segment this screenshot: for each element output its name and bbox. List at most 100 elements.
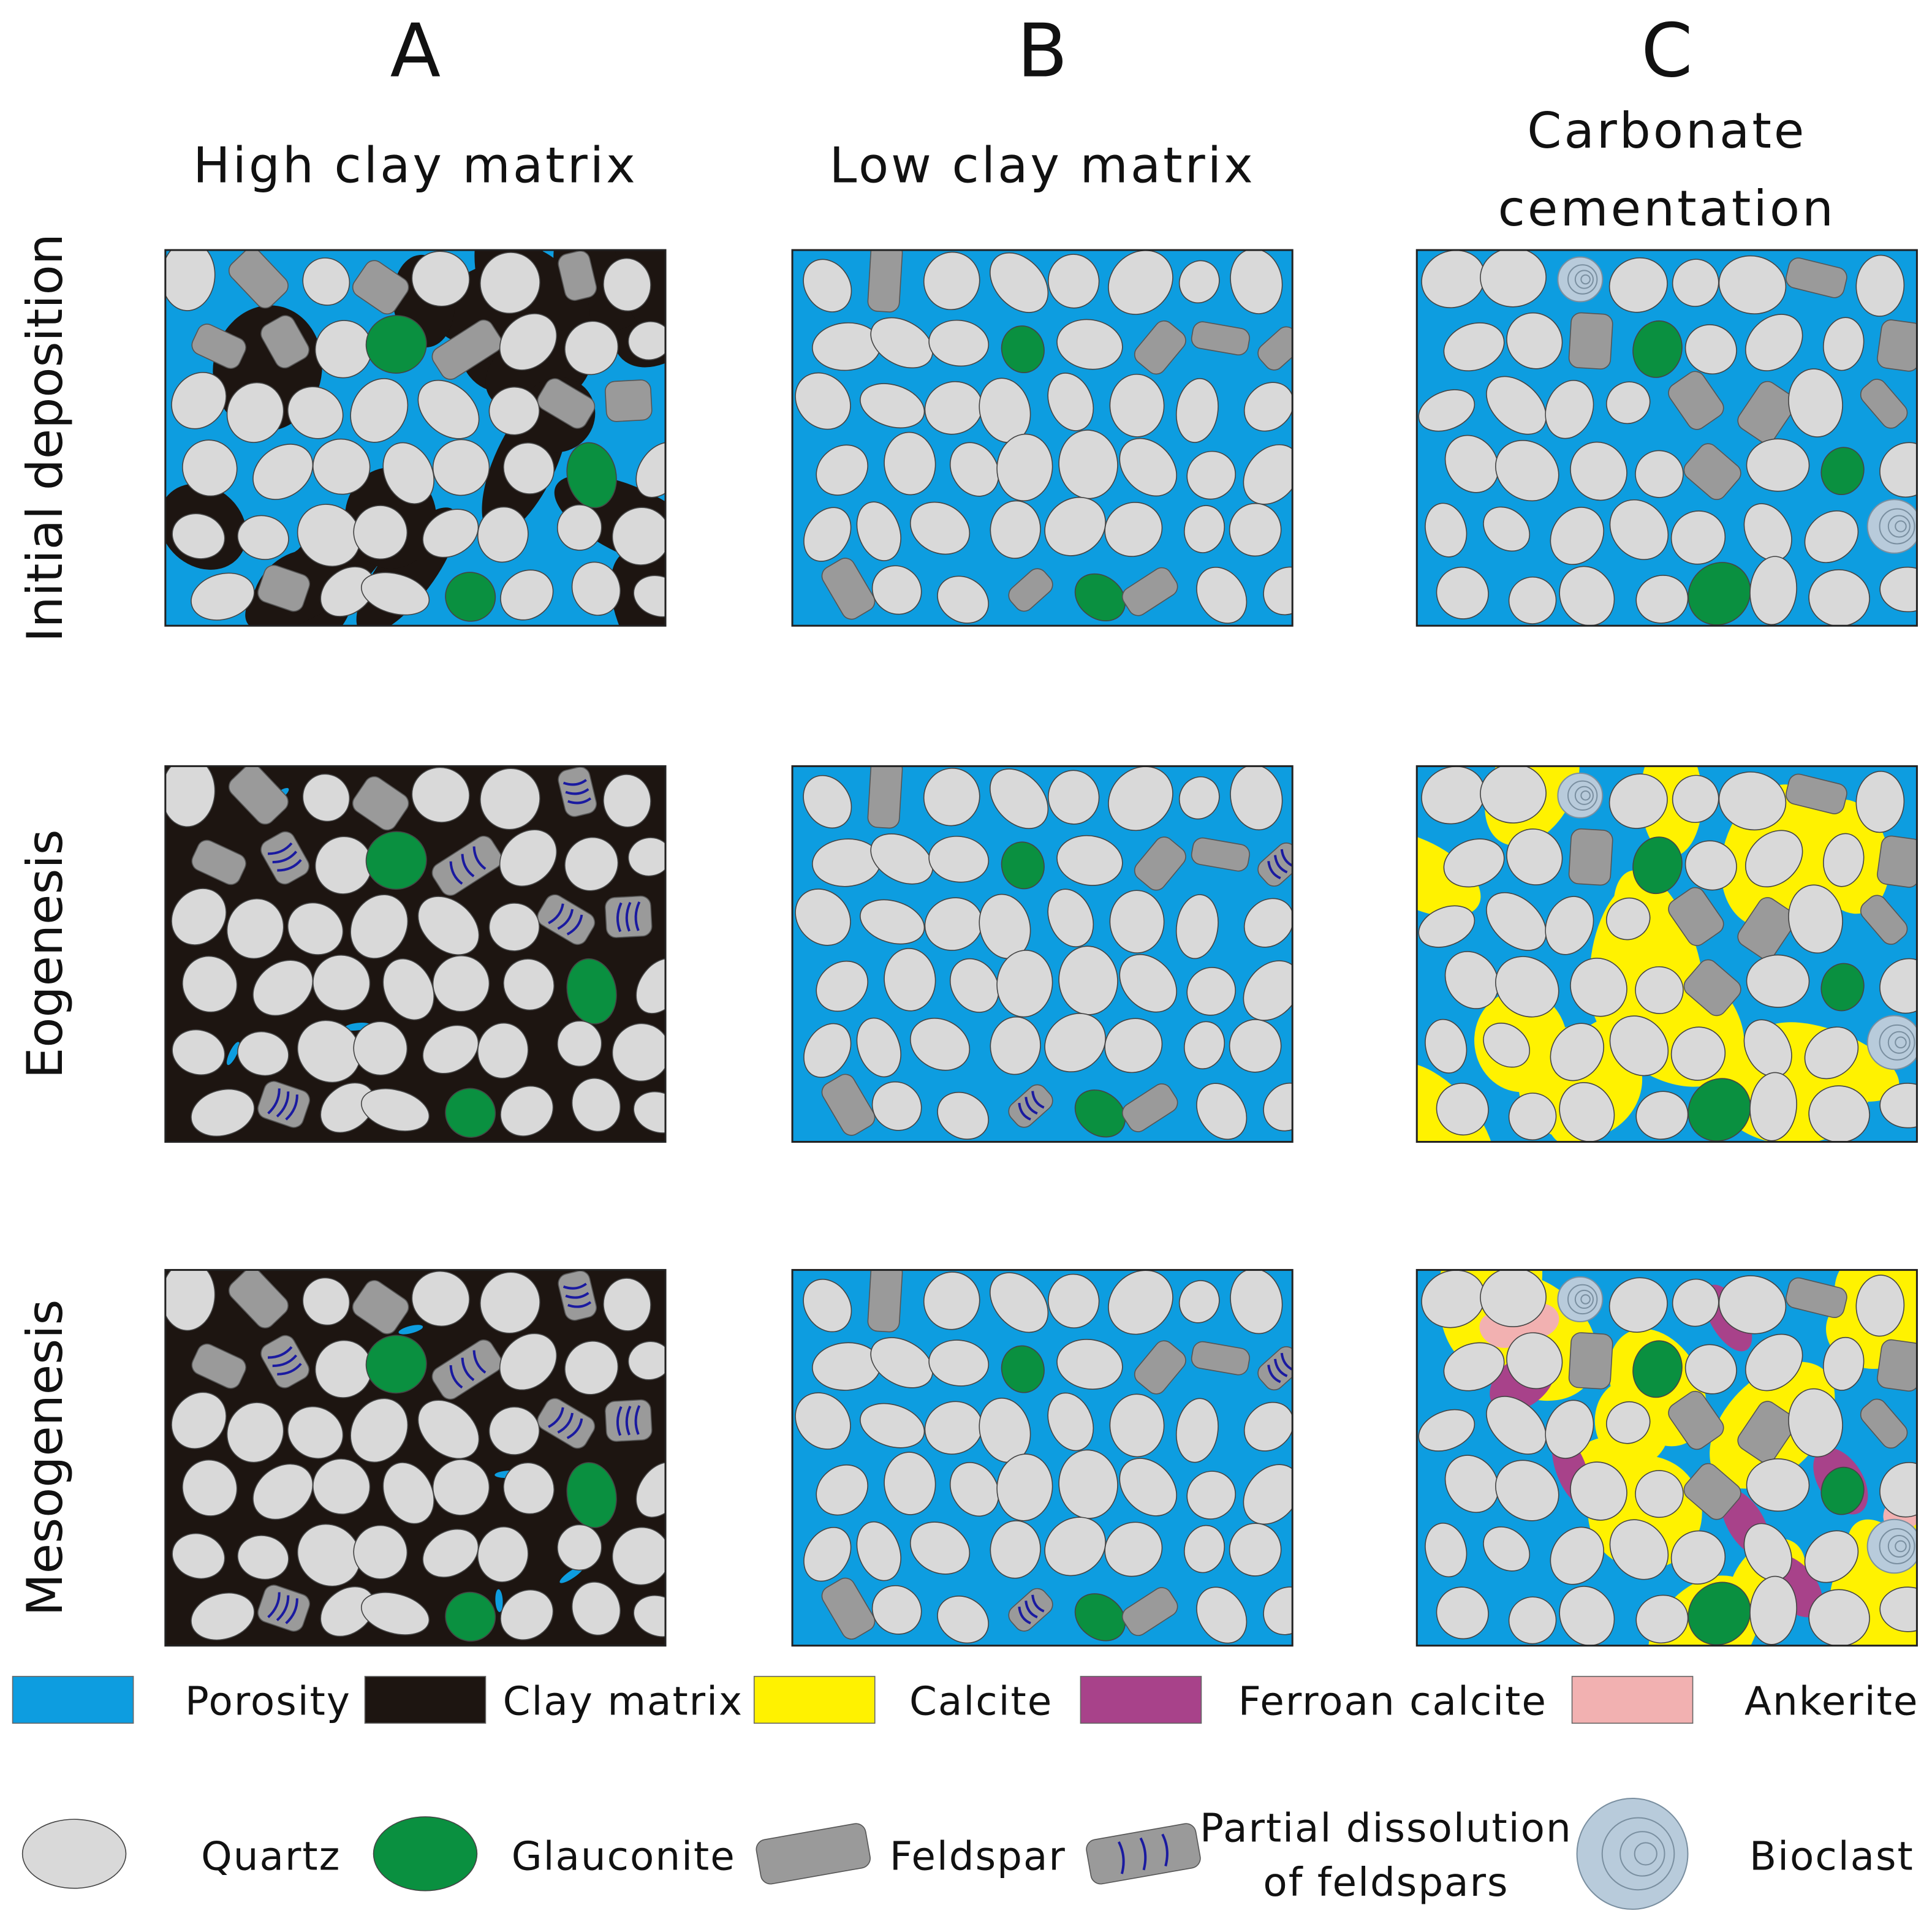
quartz-grain [803,1023,852,1078]
glauconite-grain [365,831,427,890]
feldspar-grain [558,767,597,817]
dissolution-mark [1273,1358,1288,1377]
glauconite-grain [566,442,617,509]
quartz-grain [1443,322,1505,371]
quartz-grain [1436,566,1489,619]
glauconite-grain [1001,325,1045,374]
quartz-grain [1684,324,1737,375]
quartz-grain [1184,1524,1225,1574]
feldspar-grain [1786,773,1847,814]
glauconite-grain [1074,1089,1126,1138]
quartz-grain [795,1392,851,1450]
quartz-grain [1608,257,1668,313]
dissolution-mark [1139,1837,1147,1871]
quartz-grain [1480,250,1547,308]
glauconite-grain [1632,320,1683,378]
quartz-grain [1108,766,1173,831]
quartz-grain [287,902,344,955]
quartz-grain [499,829,558,887]
quartz-grain [1178,776,1220,820]
quartz-grain [1230,766,1283,831]
dissolution-mark [565,1292,589,1299]
quartz-grain [1879,566,1917,613]
glauconite-grain [365,1335,427,1394]
bioclast-grain [1576,1797,1689,1910]
quartz-grain [1196,567,1248,624]
quartz-grain [1670,510,1726,565]
quartz-grain [350,1398,409,1463]
quartz-grain [795,372,851,430]
quartz-grain [226,382,284,443]
quartz-grain [1056,1339,1123,1390]
quartz-grain [1109,374,1165,437]
quartz-grain [1243,960,1293,1021]
quartz-grain [1550,1023,1604,1081]
glauconite-grain [1632,836,1683,895]
feldspar-grain [605,1399,653,1442]
bioclast-whorl [1634,1842,1657,1866]
quartz-grain [1229,502,1282,557]
quartz-grain [1119,954,1177,1013]
panel-border [164,249,667,627]
quartz-grain [564,836,619,892]
quartz-grain [1609,499,1669,560]
bioclast-grain [1866,1518,1917,1574]
quartz-grain [1570,958,1627,1017]
panel-border [164,1269,667,1647]
row-label: Initial deposition [16,233,74,642]
bioclast-whorl [1567,264,1598,295]
quartz-grain [816,960,868,1012]
quartz-grain [1508,1093,1557,1141]
quartz-grain [990,1520,1041,1579]
quartz-grain [314,320,373,379]
dissolution-mark [277,1363,302,1376]
quartz-grain [871,1081,922,1131]
legend-swatch [1571,1676,1694,1724]
quartz-grain [1804,510,1859,563]
bioclast-whorl [1580,1294,1591,1305]
quartz-grain [1056,835,1123,886]
quartz-grain [417,379,480,439]
quartz-grain [1263,1082,1293,1132]
quartz-grain [612,507,666,566]
quartz-grain [1418,905,1476,948]
quartz-grain [627,837,666,877]
feldspar-grain [228,766,289,825]
quartz-grain [612,1526,666,1586]
quartz-grain [1550,1526,1604,1585]
quartz-grain [480,1271,540,1334]
panel-border [164,765,667,1143]
quartz-grain [1044,1517,1106,1577]
feldspar-grain [537,1398,596,1449]
quartz-grain [1684,840,1737,891]
quartz-grain [1606,897,1651,941]
panel-border [1415,1269,1918,1647]
quartz-grain [1559,1081,1615,1142]
quartz-grain [432,439,490,496]
legend-label: Partial dissolution [1200,1805,1572,1851]
dissolution-mark [1117,1841,1125,1874]
quartz-grain [360,1088,430,1132]
bioclast-whorl [1887,1534,1911,1558]
bioclast-whorl [1574,786,1594,805]
dissolution-mark [634,1405,641,1435]
feldspar-grain [1737,381,1797,444]
quartz-grain [1047,888,1094,947]
quartz-grain [1804,1530,1859,1583]
glauconite-grain [1688,1078,1751,1142]
quartz-grain [923,251,980,311]
quartz-grain [172,513,225,559]
quartz-grain [856,1521,901,1581]
column-letter: B [1017,9,1068,94]
quartz-grain [1744,1333,1803,1392]
dissolution-mark [565,788,589,795]
quartz-grain [884,948,936,1012]
quartz-grain [1058,1449,1118,1519]
quartz-grain [21,1819,127,1889]
quartz-grain [1104,1018,1163,1074]
quartz-grain [1804,1026,1859,1080]
quartz-grain [1506,1332,1563,1390]
bioclast-whorl [1567,780,1598,811]
glauconite-grain [1001,1345,1045,1393]
quartz-grain [1495,440,1559,502]
